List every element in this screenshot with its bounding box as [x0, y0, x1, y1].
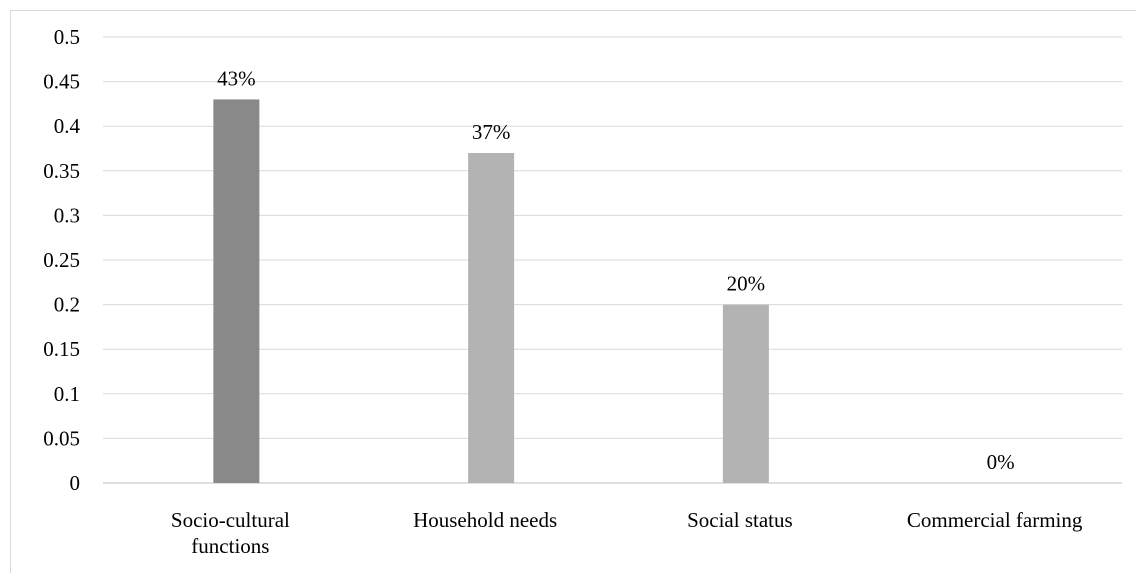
y-tick-label: 0.2: [54, 293, 80, 317]
data-label: 20%: [727, 272, 766, 296]
bar: [722, 304, 769, 483]
y-tick-label: 0.35: [43, 159, 80, 183]
chart-frame: [10, 10, 1136, 573]
y-tick-label: 0.5: [54, 25, 80, 49]
y-tick-label: 0: [70, 471, 81, 495]
category-label: Household needs: [413, 508, 557, 532]
y-tick-label: 0.4: [54, 114, 81, 138]
bar: [213, 99, 260, 483]
y-tick-label: 0.05: [43, 426, 80, 450]
y-axis-tick-labels: 0 0.05 0.1 0.15 0.2 0.25 0.3 0.35 0.4 0.45 0.5: [43, 25, 80, 495]
data-label: 43%: [217, 66, 256, 90]
y-tick-label: 0.1: [54, 382, 80, 406]
bars: [213, 99, 769, 483]
data-label: 0%: [987, 450, 1015, 474]
data-label: 37%: [472, 120, 511, 144]
data-labels: 43% 37% 20% 0%: [217, 66, 1015, 474]
y-tick-label: 0.3: [54, 203, 80, 227]
bar: [468, 152, 515, 483]
category-label: Commercial farming: [907, 508, 1083, 532]
gridlines: [103, 36, 1122, 484]
category-label: Socio-cultural functions: [171, 508, 290, 558]
y-tick-label: 0.25: [43, 248, 80, 272]
y-tick-label: 0.15: [43, 337, 80, 361]
y-tick-label: 0.45: [43, 70, 80, 94]
x-axis-category-labels: Socio-cultural functions Household needs So…: [171, 508, 1083, 558]
category-label: Social status: [687, 508, 793, 532]
